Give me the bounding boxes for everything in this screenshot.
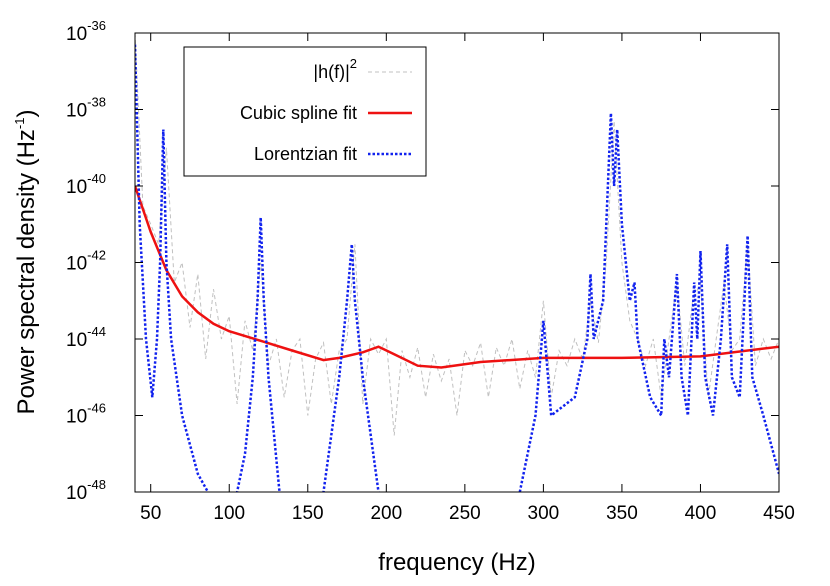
x-tick-label: 300 <box>528 503 560 524</box>
y-tick-base: 10 <box>66 330 87 351</box>
y-tick-label: 10-36 <box>66 18 106 45</box>
y-tick-base: 10 <box>66 254 87 275</box>
y-tick-base: 10 <box>66 483 87 504</box>
y-tick-exponent: -48 <box>87 477 106 492</box>
legend-label: Lorentzian fit <box>254 144 357 164</box>
y-tick-base: 10 <box>66 177 87 198</box>
plot-area <box>135 33 779 492</box>
y-tick-base: 10 <box>66 24 87 45</box>
y-axis-label-exponent: -1 <box>12 118 27 130</box>
y-tick-exponent: -40 <box>87 171 106 186</box>
legend-exponent: 2 <box>350 56 357 71</box>
x-tick-label: 150 <box>292 503 324 524</box>
legend-label: |h(f)|2 <box>313 56 357 82</box>
y-tick-label: 10-42 <box>66 248 106 275</box>
y-axis-label: Power spectral density (Hz-1) <box>12 110 40 415</box>
y-tick-label: 10-44 <box>66 324 106 351</box>
y-tick-base: 10 <box>66 407 87 428</box>
y-tick-exponent: -44 <box>87 324 106 339</box>
y-tick-exponent: -36 <box>87 18 106 33</box>
legend-label: Cubic spline fit <box>240 103 357 123</box>
y-axis-label-suffix: ) <box>13 110 40 118</box>
y-tick-exponent: -46 <box>87 401 106 416</box>
legend: |h(f)|2 Cubic spline fit Lorentzian fit <box>183 46 427 177</box>
y-tick-exponent: -38 <box>87 95 106 110</box>
y-tick-exponent: -42 <box>87 248 106 263</box>
series-line <box>135 33 779 436</box>
legend-box <box>183 46 427 177</box>
x-tick-label: 400 <box>685 503 717 524</box>
y-tick-label: 10-40 <box>66 171 106 198</box>
x-tick-label: 450 <box>763 503 795 524</box>
x-axis-label: frequency (Hz) <box>378 549 535 576</box>
y-tick-label: 10-46 <box>66 401 106 428</box>
legend-name: Cubic spline fit <box>240 103 357 123</box>
legend-name: |h(f)| <box>313 62 349 82</box>
y-axis-label-text: Power spectral density (Hz <box>13 129 40 414</box>
x-tick-label: 350 <box>606 503 638 524</box>
x-tick-label: 100 <box>213 503 245 524</box>
x-tick-label: 250 <box>449 503 481 524</box>
y-tick-label: 10-48 <box>66 477 106 504</box>
x-tick-label: 200 <box>370 503 402 524</box>
series-line <box>135 185 779 369</box>
legend-name: Lorentzian fit <box>254 144 357 164</box>
y-tick-base: 10 <box>66 101 87 122</box>
y-tick-label: 10-38 <box>66 95 106 122</box>
series-line <box>135 44 779 492</box>
x-tick-label: 50 <box>140 503 161 524</box>
